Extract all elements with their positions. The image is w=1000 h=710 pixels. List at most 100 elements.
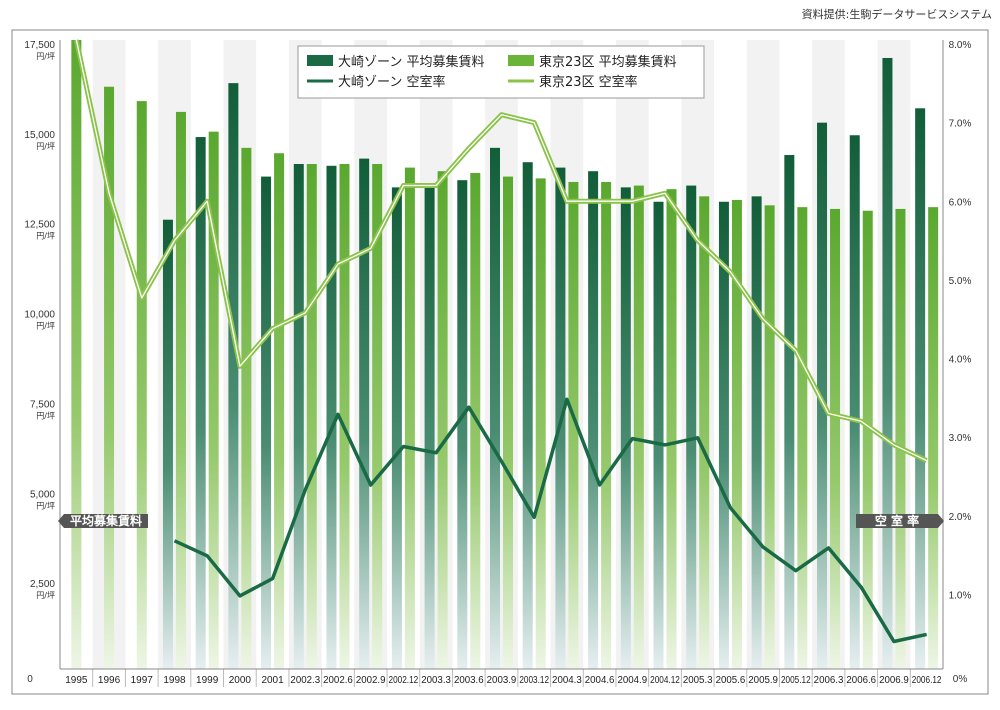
x-tick-label: 2005.12 (781, 675, 811, 686)
x-tick-label: 2005.9 (748, 675, 778, 686)
bar-osaki-rent (162, 219, 173, 669)
bar-osaki-rent (293, 164, 304, 669)
bar-osaki-rent (849, 135, 860, 670)
bar-tokyo23-rent (895, 208, 906, 669)
bar-tokyo23-rent (404, 167, 415, 669)
x-tick-label: 2002.12 (389, 675, 419, 686)
bar-osaki-rent (490, 147, 500, 670)
x-tick-label: 2004.9 (617, 675, 647, 686)
x-tick-label: 2003.12 (519, 675, 549, 686)
y-left-tick-label: 5,000 (30, 489, 55, 500)
bar-osaki-rent (784, 155, 795, 669)
legend: 大崎ゾーン 平均募集賃料 東京23区 平均募集賃料 大崎ゾーン 空室率 東京23… (297, 45, 705, 99)
bar-tokyo23-rent (503, 176, 513, 669)
bar-osaki-rent (620, 187, 631, 669)
x-tick-label: 2003.9 (487, 675, 517, 686)
x-tick-label: 2005.6 (716, 675, 746, 686)
bar-tokyo23-rent (633, 185, 644, 669)
bar-osaki-rent (751, 196, 762, 669)
y-left-tick-label: 0 (27, 674, 33, 685)
x-tick-label: 2003.3 (421, 675, 451, 686)
bar-osaki-rent (588, 171, 599, 670)
bar-osaki-rent (261, 176, 272, 669)
legend-label-light-bar: 東京23区 平均募集賃料 (539, 54, 677, 70)
bar-tokyo23-rent (666, 189, 677, 670)
legend-swatch-dark-bar (307, 55, 333, 66)
bar-tokyo23-rent (437, 171, 448, 670)
legend-label-dark-bar: 大崎ゾーン 平均募集賃料 (338, 54, 484, 70)
y-left-tick-unit: 円/坪 (36, 501, 55, 510)
svg-text:空 室 率: 空 室 率 (875, 513, 919, 528)
bar-tokyo23-rent (535, 178, 546, 669)
y-right-tick-label: 5.0% (949, 276, 972, 287)
legend-label-light-line: 東京23区 空室率 (539, 74, 638, 90)
x-tick-label: 2000 (229, 675, 252, 686)
bar-tokyo23-rent (306, 164, 317, 669)
x-tick-label: 2006.6 (846, 675, 876, 686)
y-left-tick-unit: 円/坪 (36, 591, 55, 600)
x-tick-label: 1995 (65, 675, 88, 686)
y-left-tick-label: 17,500 (24, 40, 55, 51)
y-left-tick-label: 12,500 (24, 220, 55, 231)
y-right-tick-label: 1.0% (949, 590, 972, 601)
y-right-tick-label: 4.0% (949, 355, 972, 366)
bar-osaki-rent (457, 180, 468, 670)
x-tick-label: 2004.3 (552, 675, 582, 686)
bar-osaki-rent (228, 83, 239, 670)
bar-tokyo23-rent (372, 164, 383, 669)
y-left-tick-unit: 円/坪 (36, 411, 55, 420)
bar-tokyo23-rent (71, 40, 82, 669)
y-right-tick-label: 7.0% (949, 119, 972, 130)
bar-tokyo23-rent (797, 207, 808, 670)
svg-text:平均募集賃料: 平均募集賃料 (70, 513, 142, 528)
line-osaki-vacancy (173, 397, 927, 644)
x-tick-label: 1999 (196, 675, 219, 686)
bar-osaki-rent (326, 165, 337, 670)
y-left-tick-label: 10,000 (24, 310, 55, 321)
x-tick-label: 1998 (163, 675, 186, 686)
bar-osaki-rent (522, 162, 533, 669)
x-tick-label: 2005.3 (683, 675, 713, 686)
bar-tokyo23-rent (731, 199, 742, 669)
bar-tokyo23-rent (339, 164, 350, 669)
bar-tokyo23-rent (601, 181, 612, 669)
y-left-tick-unit: 円/坪 (36, 52, 55, 61)
x-tick-label: 2006.9 (879, 675, 909, 686)
bar-tokyo23-rent (764, 205, 775, 669)
bar-tokyo23-rent (862, 210, 873, 669)
x-tick-label: 2002.9 (356, 675, 386, 686)
outer-frame (11, 29, 989, 695)
y-left-tick-unit: 円/坪 (36, 232, 55, 241)
badge-vacancy: 空 室 率 (856, 513, 944, 528)
bar-osaki-rent (686, 185, 697, 669)
y-left-tick-label: 2,500 (30, 579, 55, 590)
x-tick-label: 2002.6 (323, 675, 353, 686)
line-tokyo23-vacancy-highlight (75, 39, 927, 462)
bar-osaki-rent (653, 201, 664, 669)
bar-osaki-rent (195, 137, 206, 669)
y-right-tick-label: 8.0% (949, 40, 972, 51)
bar-osaki-rent (424, 187, 435, 669)
bar-osaki-rent (718, 201, 729, 669)
bar-osaki-rent (359, 158, 370, 669)
x-tick-label: 2003.6 (454, 675, 484, 686)
x-tick-label: 2004.12 (650, 675, 680, 686)
bar-osaki-rent (915, 108, 926, 669)
y-left-tick-label: 7,500 (30, 399, 55, 410)
legend-swatch-light-bar (508, 55, 534, 66)
y-left-tick-label: 15,000 (24, 130, 55, 141)
y-left-tick-unit: 円/坪 (36, 322, 55, 331)
bar-tokyo23-rent (175, 111, 186, 669)
bar-tokyo23-rent (104, 86, 115, 670)
badge-rent: 平均募集賃料 (58, 513, 148, 528)
y-right-tick-label: 3.0% (949, 433, 972, 444)
x-tick-label: 1997 (131, 675, 154, 686)
x-tick-label: 2004.6 (585, 675, 615, 686)
bar-tokyo23-rent (274, 153, 285, 670)
bar-tokyo23-rent (208, 131, 219, 669)
bar-tokyo23-rent (568, 181, 579, 669)
bar-tokyo23-rent (699, 196, 710, 669)
y-right-tick-label: 0% (953, 674, 968, 685)
y-left-tick-unit: 円/坪 (36, 142, 55, 151)
